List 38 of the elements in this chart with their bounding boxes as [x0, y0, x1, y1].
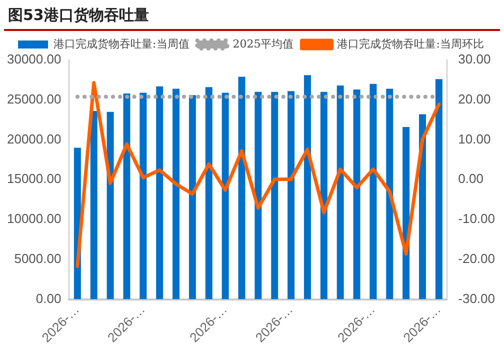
bar	[320, 92, 328, 300]
y-tick-label: 20000.00	[6, 131, 62, 146]
bar	[304, 75, 311, 300]
bar	[435, 79, 442, 300]
y-tick-label: 0.00	[36, 290, 62, 306]
bar	[188, 95, 196, 300]
bar	[156, 86, 164, 300]
legend-label: 港口完成货物吞吐量:当周值	[54, 37, 190, 50]
bar	[222, 92, 229, 300]
y-tick-label: 30000.00	[6, 52, 62, 67]
legend-label: 港口完成货物吞吐量:当周环比	[337, 37, 484, 50]
legend-label: 2025平均值	[232, 37, 294, 50]
bar	[336, 86, 344, 300]
y-tick-label: 15000.00	[6, 171, 62, 186]
y2-tick-label: 20.00	[458, 91, 491, 106]
bar	[254, 92, 262, 300]
bar	[419, 114, 426, 300]
chart-title: 图53港口货物吞吐量	[4, 0, 500, 31]
bar	[271, 92, 278, 300]
y-tick-label: 10000.00	[6, 211, 62, 226]
bar	[106, 112, 114, 300]
y2-tick-label: -30.00	[458, 290, 496, 306]
y2-tick-label: 0.00	[458, 171, 484, 186]
bar	[140, 92, 147, 300]
y2-tick-label: -10.00	[458, 211, 496, 226]
bar	[353, 90, 360, 300]
y-tick-label: 25000.00	[6, 91, 62, 106]
bar	[386, 88, 394, 300]
bar	[172, 88, 180, 300]
bar	[205, 87, 212, 300]
y2-tick-label: -20.00	[458, 250, 496, 266]
y2-tick-label: 10.00	[458, 131, 491, 146]
bar	[370, 84, 377, 300]
y2-tick-label: 30.00	[458, 52, 491, 67]
bar	[123, 94, 130, 300]
y-tick-label: 5000.00	[14, 250, 62, 266]
bar	[288, 91, 295, 300]
bar	[90, 111, 98, 300]
